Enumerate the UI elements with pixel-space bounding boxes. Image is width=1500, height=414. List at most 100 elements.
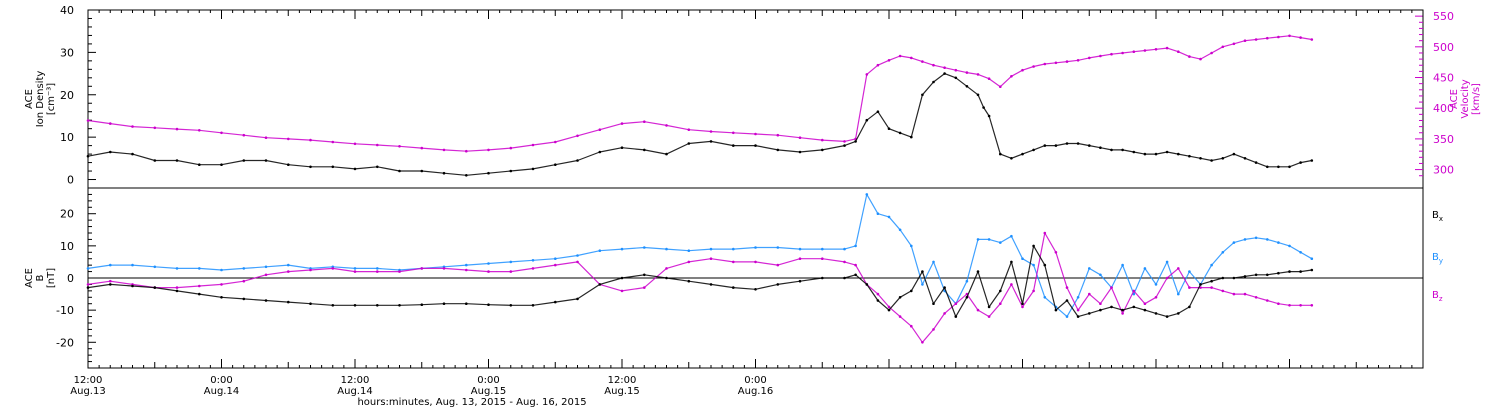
density-point (309, 165, 312, 169)
bz-point (1277, 302, 1280, 306)
density-point (1088, 144, 1091, 147)
b-axis-title: [nT] (46, 268, 57, 288)
by-trace (87, 193, 1313, 318)
by-point (1188, 270, 1191, 273)
bx-point (687, 279, 691, 283)
density-point (264, 159, 268, 162)
bx-point (1054, 308, 1058, 312)
bx-point (598, 283, 602, 286)
bx-point (1110, 305, 1113, 309)
velocity-point (843, 140, 846, 143)
bx-point (1199, 283, 1202, 286)
density-axis-title: ACE (24, 89, 35, 109)
velocity-point (910, 56, 913, 60)
velocity-point (876, 63, 880, 67)
velocity-tick-label: 450 (1433, 72, 1454, 85)
velocity-point (921, 60, 924, 63)
velocity-point (1288, 34, 1291, 38)
velocity-point (1210, 51, 1213, 55)
bx-point (153, 286, 157, 289)
by-point (1032, 263, 1035, 267)
bx-point (287, 300, 290, 304)
bz-point (1210, 286, 1213, 289)
density-point (687, 142, 691, 145)
density-point (1110, 148, 1113, 152)
x-axis-label: hours:minutes, Aug. 13, 2015 - Aug. 16, … (357, 397, 586, 408)
velocity-point (999, 85, 1002, 88)
bx-point (1132, 305, 1136, 309)
by-point (987, 238, 991, 241)
by-point (854, 244, 857, 248)
bz-point (309, 268, 312, 272)
bz-point (954, 302, 958, 306)
bx-point (1310, 268, 1314, 272)
density-point (876, 110, 880, 113)
bz-point (175, 286, 179, 289)
density-point (954, 76, 958, 80)
bz-point (1132, 289, 1136, 293)
by-point (86, 267, 90, 270)
density-point (1043, 144, 1047, 147)
density-point (465, 174, 468, 177)
bx-point (1165, 315, 1169, 318)
velocity-point (531, 143, 535, 147)
density-point (331, 165, 335, 169)
velocity-tick-label: 500 (1433, 41, 1454, 54)
bz-point (776, 263, 780, 267)
density-point (86, 154, 90, 158)
by-point (1288, 244, 1291, 248)
by-point (465, 263, 468, 267)
density-point (665, 152, 668, 156)
bz-point (1266, 299, 1269, 302)
bx-point (887, 308, 891, 312)
velocity-point (576, 134, 579, 138)
density-point (798, 150, 802, 154)
bx-point (264, 299, 268, 302)
bz-point (86, 283, 90, 286)
b-tick-label: -10 (56, 304, 74, 317)
bx-point (1010, 260, 1013, 264)
bx-point (109, 283, 112, 286)
density-axis-title: [cm⁻³] (46, 83, 57, 115)
by-point (643, 246, 646, 249)
bx-point (620, 276, 624, 280)
density-point (576, 159, 579, 162)
bz-point (843, 260, 846, 264)
velocity-point (509, 146, 513, 150)
by-point (242, 267, 246, 270)
bz-point (999, 302, 1002, 306)
density-point (1021, 152, 1024, 156)
velocity-point (1266, 36, 1269, 40)
velocity-point (109, 122, 112, 125)
density-point (598, 150, 602, 154)
bx-point (1243, 275, 1247, 278)
bx-point (442, 302, 446, 306)
bz-point (509, 270, 513, 273)
bx-point (1076, 315, 1080, 318)
velocity-point (1243, 39, 1247, 42)
by-point (1021, 257, 1024, 261)
velocity-point (821, 138, 824, 142)
by-point (1076, 296, 1080, 299)
velocity-point (242, 133, 246, 137)
velocity-point (1099, 54, 1102, 58)
density-tick-label: 10 (60, 131, 74, 144)
bx-point (465, 302, 468, 306)
x-tick-date: Aug.14 (204, 386, 239, 397)
density-point (353, 167, 357, 171)
velocity-point (420, 146, 424, 150)
density-point (287, 163, 290, 166)
x-tick-time: 0:00 (210, 375, 232, 386)
legend-bz: Bz (1432, 290, 1443, 303)
density-point (1154, 152, 1158, 156)
by-point (665, 247, 668, 251)
by-point (1243, 238, 1247, 241)
bz-point (898, 315, 902, 318)
density-point (982, 106, 985, 109)
bz-point (554, 263, 557, 267)
bz-point (264, 273, 268, 277)
by-point (264, 265, 268, 269)
x-tick-date: Aug.14 (337, 386, 372, 397)
velocity-point (932, 63, 935, 67)
by-point (153, 265, 157, 269)
